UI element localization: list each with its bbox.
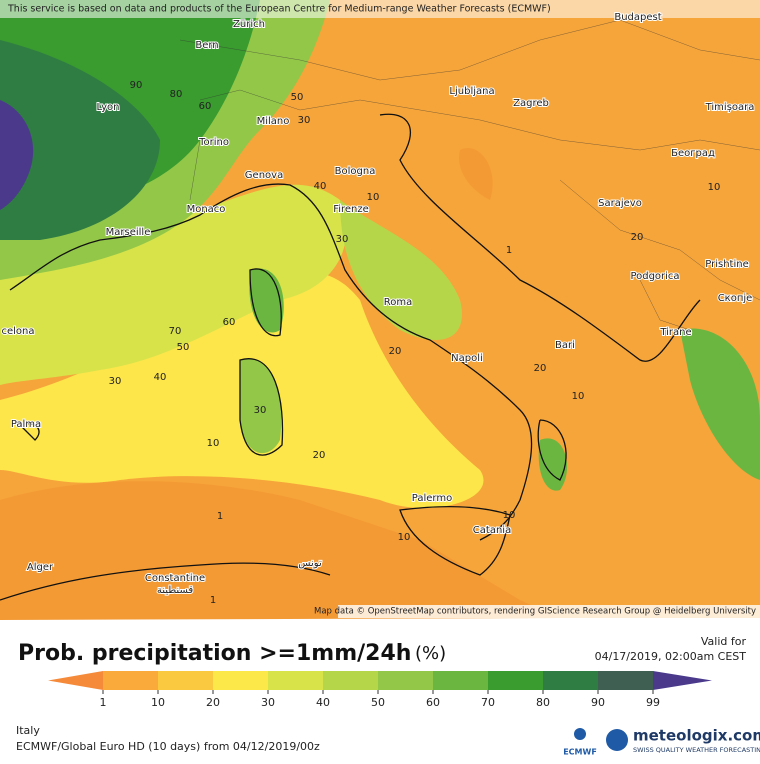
- city-label: تونس: [298, 558, 322, 569]
- colorbar-segment: [433, 671, 488, 690]
- colorbar-end: [48, 671, 103, 690]
- legend-title: Prob. precipitation >=1mm/24h: [18, 641, 411, 666]
- contour-label: 60: [199, 101, 212, 112]
- ecmwf-logo: [574, 728, 586, 740]
- colorbar-segment: [323, 671, 378, 690]
- coastlines: [0, 113, 701, 601]
- contour-label: 10: [398, 532, 411, 543]
- colorbar-end: [653, 671, 712, 690]
- colorbar-tick-label: 40: [316, 696, 330, 709]
- contour-label: 30: [109, 376, 122, 387]
- contour-label: 10: [708, 182, 721, 193]
- slogan: SWISS QUALITY WEATHER FORECASTING: [633, 746, 760, 754]
- city-label: Zürich: [233, 19, 265, 30]
- colorbar-segment: [103, 671, 158, 690]
- contour-label: 30: [336, 234, 349, 245]
- contour-label: 50: [177, 342, 190, 353]
- city-label: Zagreb: [513, 98, 549, 109]
- brand-logo: [606, 729, 628, 751]
- city-label: Prishtine: [705, 259, 748, 270]
- colorbar-tick-label: 99: [646, 696, 660, 709]
- colorbar-tick-label: 10: [151, 696, 165, 709]
- city-label: Београд: [671, 148, 715, 159]
- legend-unit: (%): [415, 643, 446, 664]
- city-label: Torino: [198, 137, 229, 148]
- colorbar-segment: [158, 671, 213, 690]
- notice: This service is based on data and produc…: [7, 4, 551, 15]
- colorbar-tick-label: 90: [591, 696, 605, 709]
- city-label: Lyon: [96, 102, 119, 113]
- city-label: Budapest: [614, 12, 661, 23]
- colorbar-tick-label: 1: [100, 696, 107, 709]
- contour-label: 70: [169, 326, 182, 337]
- valid-time: 04/17/2019, 02:00am CEST: [595, 650, 747, 663]
- city-label: Ljubljana: [449, 86, 494, 97]
- contour-label: 30: [298, 115, 311, 126]
- contour-label: 60: [223, 317, 236, 328]
- city-label: Timișoara: [705, 102, 755, 113]
- city-label: Milano: [257, 116, 290, 127]
- city-label: قسنطينة: [157, 585, 194, 596]
- city-label: Catania: [473, 525, 511, 536]
- colorbar-tick-label: 50: [371, 696, 385, 709]
- colorbar: 1 10 20 30 40 50 60 70 80 90 99: [48, 671, 712, 709]
- valid-label: Valid for: [701, 635, 747, 648]
- city-label: Bern: [195, 40, 218, 51]
- colorbar-tick-label: 70: [481, 696, 495, 709]
- colorbar-segment: [488, 671, 543, 690]
- contour-label: 90: [130, 80, 143, 91]
- model: ECMWF/Global Euro HD (10 days) from 04/1…: [16, 740, 320, 753]
- contour-label: 1: [506, 245, 512, 256]
- city-label: Bari: [555, 340, 575, 351]
- contour-label: 40: [314, 181, 327, 192]
- city-label: Sarajevo: [598, 198, 642, 209]
- city-label: Alger: [27, 562, 54, 573]
- colorbar-segment: [598, 671, 653, 690]
- contour-label: 10: [367, 192, 380, 203]
- city-label: Bologna: [335, 166, 376, 177]
- city-label: Palma: [11, 419, 41, 430]
- contour-label: 20: [534, 363, 547, 374]
- colorbar-segment: [378, 671, 433, 690]
- attribution: Map data © OpenStreetMap contributors, r…: [314, 607, 756, 617]
- contour-label: 20: [631, 232, 644, 243]
- city-label: Palermo: [412, 493, 452, 504]
- brand: meteologix.com: [633, 727, 760, 745]
- colorbar-tick-label: 80: [536, 696, 550, 709]
- contour-label: 80: [170, 89, 183, 100]
- contour-label: 30: [254, 405, 267, 416]
- contour-label: 1: [210, 595, 216, 606]
- city-label: Tirane: [659, 327, 691, 338]
- colorbar-segment: [543, 671, 598, 690]
- contour-label: 10: [503, 510, 516, 521]
- colorbar-segment: [213, 671, 268, 690]
- contour-label: 20: [313, 450, 326, 461]
- city-label: Podgorica: [630, 271, 679, 282]
- city-label: Napoli: [451, 353, 483, 364]
- contour-label: 1: [217, 511, 223, 522]
- contour-label: 50: [291, 92, 304, 103]
- city-label: Roma: [384, 297, 413, 308]
- colorbar-tick-label: 30: [261, 696, 275, 709]
- contour-label: 10: [572, 391, 585, 402]
- contour-label: 10: [207, 438, 220, 449]
- map: Zürich Bern Budapest Lyon Milano Ljubljana Zag…: [0, 0, 760, 620]
- region: Italy: [16, 724, 40, 737]
- contour-label: 40: [154, 372, 167, 383]
- city-label: Monaco: [187, 204, 226, 215]
- contour-label: 20: [389, 346, 402, 357]
- colorbar-tick-label: 60: [426, 696, 440, 709]
- city-label: celona: [1, 326, 34, 337]
- ecmwf-text: ECMWF: [563, 748, 597, 757]
- borders: [179, 19, 760, 331]
- city-label: Marseille: [106, 227, 151, 238]
- city-label: Скопје: [718, 292, 753, 304]
- colorbar-tick-label: 20: [206, 696, 220, 709]
- colorbar-segment: [268, 671, 323, 690]
- city-label: Genova: [245, 170, 283, 181]
- city-label: Firenze: [333, 204, 369, 215]
- city-label: Constantine: [145, 573, 205, 584]
